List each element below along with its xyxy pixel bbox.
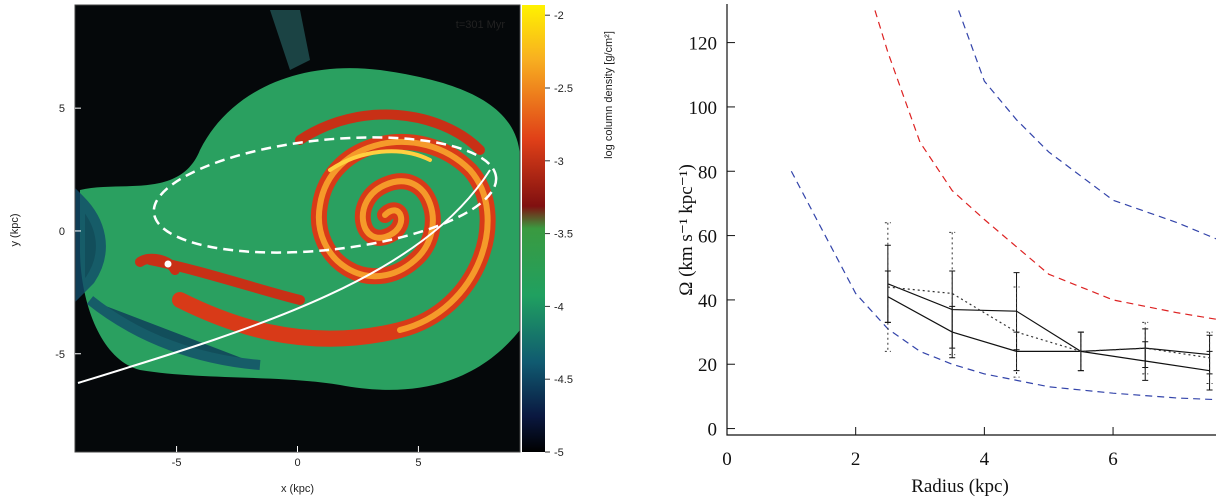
y-axis-label: y (kpc): [9, 214, 21, 247]
error-bar: [884, 222, 891, 352]
x-tick-label: -5: [172, 457, 182, 469]
trajectory: [77, 169, 491, 384]
colorbar-tick-label: -2.5: [554, 83, 573, 95]
series-line: [887, 283, 1210, 356]
streamer: [270, 10, 310, 70]
simulation-panel: -5 0 5 -5 0 5 x (kpc) y (kpc) t=301 Myr -2 -2.5 -3 -…: [9, 4, 615, 495]
y-tick-label: 40: [698, 291, 717, 312]
y-tick-label: -5: [55, 349, 65, 361]
series-line: [958, 10, 1216, 240]
series-line: [887, 296, 1210, 372]
error-bar: [1077, 331, 1084, 372]
outer-gas: [75, 187, 261, 370]
colorbar-tick-label: -3.5: [554, 229, 573, 241]
satellite: [164, 260, 172, 268]
colorbar-tick-label: -4.5: [554, 374, 573, 386]
orbit-ellipse: [152, 136, 498, 254]
x-axis-label: Radius (kpc): [911, 476, 1009, 497]
x-tick-label: 5: [415, 457, 421, 469]
colorbar-tick-label: -4: [554, 301, 564, 313]
x-tick-label: 0: [722, 449, 732, 470]
annotation: t=301 Myr: [456, 19, 506, 31]
x-tick-label: 0: [294, 457, 300, 469]
colorbar: [522, 5, 545, 452]
colorbar-tick-label: -5: [554, 447, 564, 459]
y-tick-label: 5: [59, 103, 65, 115]
error-bar: [1206, 331, 1213, 385]
x-tick-label: 6: [1108, 449, 1118, 470]
x-axis-label: x (kpc): [281, 483, 314, 495]
y-tick-label: 60: [698, 227, 717, 248]
colorbar-tick-label: -3: [554, 156, 564, 168]
series-line: [887, 286, 1210, 359]
error-bar: [1142, 321, 1149, 375]
y-tick-label: 0: [59, 226, 65, 238]
colorbar-label: log column density [g/cm²]: [603, 31, 615, 159]
colorbar-tick-label: -2: [554, 10, 564, 22]
y-tick-label: 100: [689, 98, 718, 119]
y-axis-label: Ω (km s⁻¹ kpc⁻¹): [676, 164, 697, 296]
y-tick-label: 0: [708, 420, 718, 441]
error-bar: [1013, 286, 1020, 378]
series-line: [874, 10, 1216, 320]
error-bar: [949, 231, 956, 356]
y-tick-label: 20: [698, 355, 717, 376]
x-tick-label: 4: [980, 449, 990, 470]
y-tick-label: 120: [689, 34, 718, 55]
y-tick-label: 80: [698, 162, 717, 183]
x-tick-label: 2: [851, 449, 861, 470]
series-line: [790, 170, 1216, 401]
